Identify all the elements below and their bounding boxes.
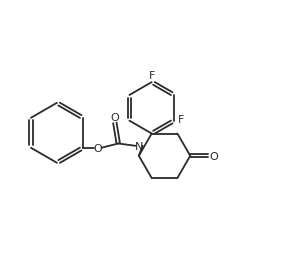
Text: O: O (110, 113, 119, 123)
Text: O: O (93, 144, 102, 154)
Text: F: F (149, 71, 155, 81)
Text: F: F (178, 115, 184, 125)
Text: O: O (209, 152, 218, 162)
Text: N: N (135, 142, 143, 152)
